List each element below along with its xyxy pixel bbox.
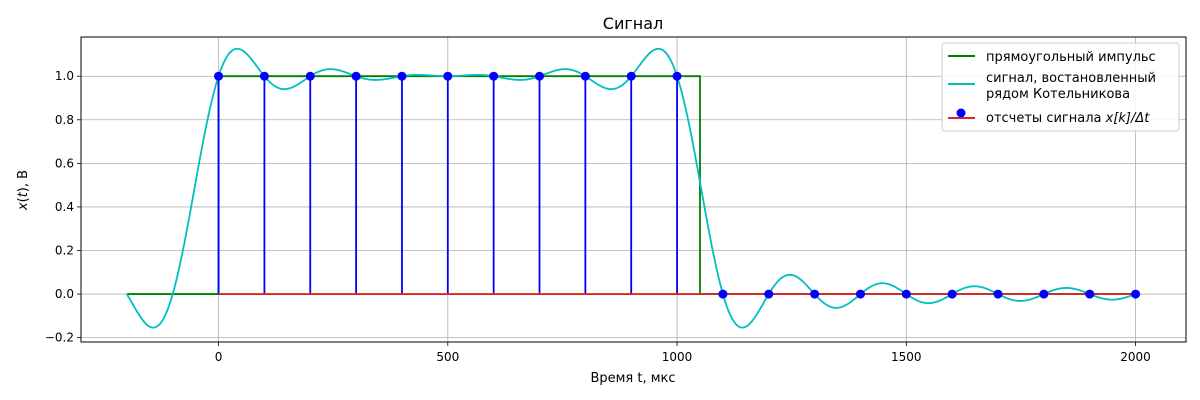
sample-marker	[1039, 289, 1049, 299]
series-layer	[126, 47, 1141, 329]
y-tick-label: 0.6	[55, 156, 74, 170]
x-tick-label: 0	[215, 350, 223, 364]
sample-marker	[672, 71, 682, 81]
sample-marker	[1131, 289, 1141, 299]
sample-marker	[259, 71, 269, 81]
legend-label-samples-math: x[k]/Δt	[1105, 111, 1151, 126]
sample-marker	[489, 71, 499, 81]
y-tick-label: 0.2	[55, 244, 74, 258]
sample-marker	[901, 289, 911, 299]
legend: прямоугольный импульс сигнал, востановле…	[941, 42, 1180, 132]
axis-ticks: 0 500 1000 1500 2000 −0.2 0.0 0.2 0.4 0.6 0.8 1.0	[45, 69, 1151, 364]
legend-label-reconstructed-line1: сигнал, востановленный	[986, 71, 1156, 86]
plot-frame	[80, 36, 1187, 343]
y-tick-label: 1.0	[55, 69, 74, 83]
x-axis-label: Время t, мкс	[590, 371, 675, 386]
sample-marker	[443, 71, 453, 81]
sample-marker	[764, 289, 774, 299]
legend-label-reconstructed-line2: рядом Котельникова	[986, 87, 1130, 102]
sample-marker	[535, 71, 545, 81]
legend-label-samples-prefix: отсчеты сигнала	[986, 111, 1106, 126]
y-tick-label: 0.8	[55, 113, 74, 127]
y-tick-label: 0.0	[55, 287, 74, 301]
y-tick-label: −0.2	[45, 331, 74, 345]
y-tick-label: 0.4	[55, 200, 74, 214]
sample-marker	[718, 289, 728, 299]
sample-marker	[1085, 289, 1095, 299]
x-tick-label: 2000	[1120, 350, 1151, 364]
sample-marker	[305, 71, 315, 81]
sample-marker	[810, 289, 820, 299]
sample-marker	[580, 71, 590, 81]
legend-label-rect-pulse: прямоугольный импульс	[986, 50, 1156, 65]
sample-marker	[351, 71, 361, 81]
x-tick-label: 1000	[662, 350, 693, 364]
sample-marker	[993, 289, 1003, 299]
sample-marker	[947, 289, 957, 299]
sample-marker	[397, 71, 407, 81]
x-tick-label: 1500	[891, 350, 922, 364]
legend-label-samples: отсчеты сигнала x[k]/Δt	[986, 111, 1150, 126]
chart-title: Сигнал	[603, 14, 663, 33]
y-axis-label: x(t), В	[16, 170, 31, 211]
sample-marker	[626, 71, 636, 81]
legend-box	[941, 42, 1180, 132]
x-tick-label: 500	[436, 350, 459, 364]
legend-swatch-samples-marker	[956, 108, 966, 118]
sample-marker	[214, 71, 224, 81]
sample-marker	[855, 289, 865, 299]
